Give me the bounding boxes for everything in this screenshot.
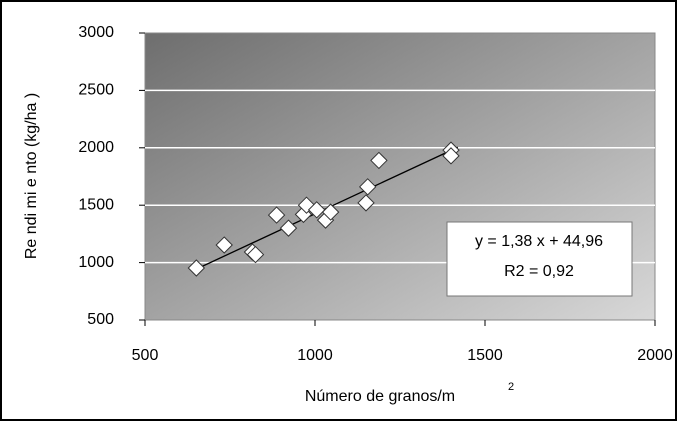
point [321,203,340,221]
equation: y = 1,38 x + 44,96 [475,233,603,250]
y-axis-title: Re ndi mi e nto (kg/ha ) [23,93,40,259]
point [246,245,265,264]
x-tick-label: 500 [132,347,159,364]
point [442,147,460,165]
y-tick-label: 2500 [78,82,114,99]
r-squared: R2 = 0,92 [504,263,574,280]
annotation-box [446,221,633,297]
x-tick-label: 2000 [637,347,673,364]
x-axis-title: Número de granos/m [305,388,455,405]
x-tick-label: 1000 [297,347,333,364]
y-tick-label: 500 [87,311,114,328]
y-tick-label: 2000 [78,139,114,156]
point [358,178,377,196]
y-tick-label: 1000 [78,254,114,271]
y-tick-label: 3000 [78,24,114,41]
point [279,219,298,237]
point [370,151,388,170]
point [267,206,286,224]
x-tick-label: 1500 [467,347,503,364]
point [187,259,206,277]
point [307,201,326,219]
x-axis-title-superscript: 2 [508,381,514,393]
y-tick-label: 1500 [78,196,114,213]
point [357,194,375,212]
point [215,236,233,254]
